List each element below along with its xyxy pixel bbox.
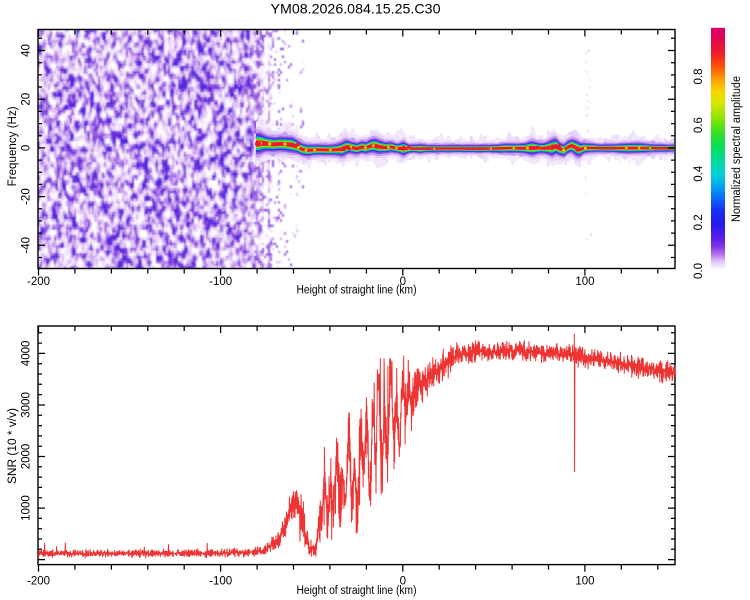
svg-text:0: 0 (400, 276, 406, 288)
svg-text:-200: -200 (27, 576, 50, 588)
svg-text:4000: 4000 (21, 341, 33, 367)
svg-text:1000: 1000 (21, 495, 33, 521)
svg-text:40: 40 (21, 44, 33, 57)
svg-text:0: 0 (21, 145, 33, 151)
svg-text:Height of straight line (km): Height of straight line (km) (297, 285, 417, 297)
svg-text:Frequency (Hz): Frequency (Hz) (7, 106, 19, 186)
svg-text:0: 0 (400, 576, 406, 588)
svg-text:Height of straight line (km): Height of straight line (km) (297, 585, 417, 597)
svg-text:-100: -100 (209, 576, 232, 588)
svg-text:SNR (10 * v/v): SNR (10 * v/v) (7, 408, 19, 484)
svg-text:0.2: 0.2 (693, 214, 705, 230)
svg-text:20: 20 (21, 93, 33, 106)
svg-text:100: 100 (575, 576, 594, 588)
svg-text:2000: 2000 (21, 444, 33, 470)
svg-text:0.4: 0.4 (693, 165, 705, 182)
svg-text:100: 100 (575, 276, 594, 288)
svg-text:3000: 3000 (21, 392, 33, 418)
svg-text:0.6: 0.6 (693, 117, 705, 133)
svg-text:0.8: 0.8 (693, 68, 705, 84)
svg-text:-40: -40 (21, 237, 33, 254)
svg-text:YM08.2026.084.15.25.C30: YM08.2026.084.15.25.C30 (271, 1, 441, 17)
svg-text:-200: -200 (27, 276, 50, 288)
svg-text:0.0: 0.0 (693, 263, 705, 279)
svg-text:-100: -100 (209, 276, 232, 288)
svg-text:Normalized spectral amplitude: Normalized spectral amplitude (731, 76, 743, 222)
svg-text:-20: -20 (21, 188, 33, 205)
